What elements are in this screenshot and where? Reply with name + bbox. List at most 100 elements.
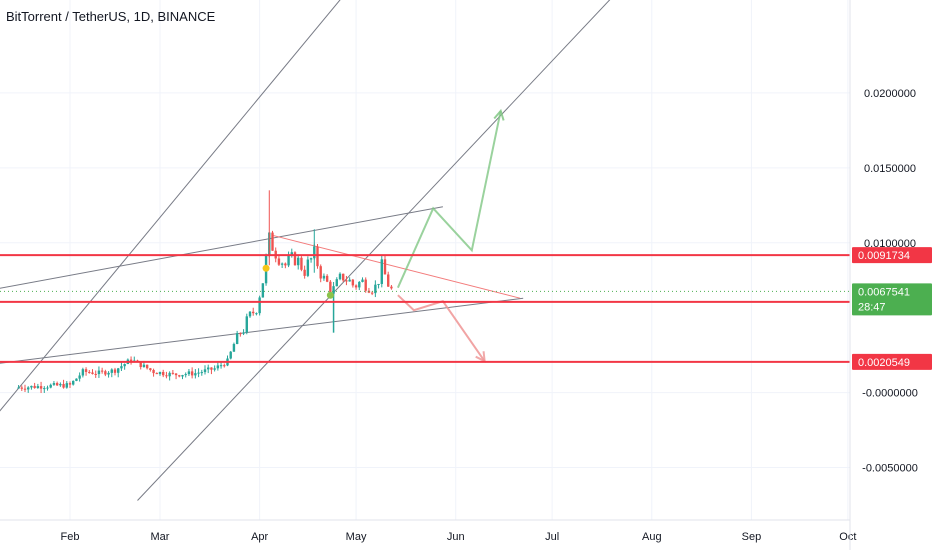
candle-body <box>213 368 216 370</box>
candle-body <box>255 313 258 315</box>
bullish-path-line <box>396 110 502 289</box>
candle-body <box>248 311 252 317</box>
candle-body <box>284 263 287 266</box>
y-tick-label: 0.0200000 <box>864 88 916 100</box>
candle-body <box>374 284 377 294</box>
candle-body <box>97 370 101 375</box>
candle-body <box>120 366 123 369</box>
candle-body <box>200 372 203 374</box>
candle-body <box>171 372 175 374</box>
candle-body <box>20 387 23 389</box>
candle-body <box>145 364 149 369</box>
candle-body <box>23 388 27 390</box>
candle-body <box>75 378 78 381</box>
drawing-tools <box>0 0 611 501</box>
y-tick-label: 0.0150000 <box>864 163 916 175</box>
candle-body <box>335 279 338 287</box>
candle-body <box>300 257 303 270</box>
candle-body <box>342 273 345 281</box>
x-tick-label: Oct <box>839 531 856 543</box>
candles <box>17 190 393 394</box>
x-tick-label: Feb <box>61 531 80 543</box>
x-tick-label: Jun <box>447 531 465 543</box>
candle-body <box>229 351 232 359</box>
bullish-arrow-head <box>493 108 505 121</box>
candle-body <box>232 344 236 352</box>
candle-body <box>203 369 207 373</box>
candle-body <box>27 387 30 390</box>
level-tag-label: 0.0091734 <box>858 250 910 262</box>
candle-body <box>68 383 72 385</box>
candle-body <box>219 365 223 367</box>
wedge-bottom-line <box>0 297 524 364</box>
candle-body <box>33 385 36 389</box>
candle-body <box>129 359 133 362</box>
candle-body <box>72 380 75 385</box>
candle-body <box>207 367 210 370</box>
candle-body <box>252 311 255 314</box>
candle-body <box>197 372 200 374</box>
last-price-countdown: 28:47 <box>858 301 886 313</box>
candle-body <box>65 383 68 388</box>
candle-body <box>100 370 104 372</box>
candle-body <box>316 246 319 267</box>
signal-marker <box>326 291 334 299</box>
x-tick-label: Aug <box>642 531 662 543</box>
candle-body <box>322 275 326 279</box>
upper-channel-line <box>0 0 341 412</box>
candle-body <box>242 332 245 334</box>
y-tick-label: -0.0050000 <box>862 463 918 475</box>
level-tag <box>852 353 932 370</box>
candle-body <box>329 281 332 294</box>
horizontal-levels: 0.00917340.00605510.00205490.006754128:4… <box>0 247 932 370</box>
candle-body <box>155 373 158 375</box>
candle-body <box>174 373 178 376</box>
candle-body <box>84 369 88 372</box>
candle-body <box>290 252 293 256</box>
candle-body <box>43 388 46 390</box>
x-tick-label: Sep <box>742 531 762 543</box>
candle-body <box>380 259 383 284</box>
candle-body <box>351 279 355 286</box>
candle-body <box>94 373 97 375</box>
level-tag-label: 0.0020549 <box>858 357 910 369</box>
candle-body <box>390 286 393 289</box>
candle-body <box>306 259 310 276</box>
candle-body <box>39 386 43 389</box>
x-tick-label: Mar <box>151 531 170 543</box>
candle-body <box>223 365 226 367</box>
candle-body <box>17 387 20 389</box>
candle-body <box>387 274 390 287</box>
candle-body <box>52 383 56 385</box>
x-tick-label: Apr <box>251 531 268 543</box>
candle-body <box>81 369 85 376</box>
candle-body <box>59 383 62 386</box>
candle-body <box>354 285 358 288</box>
candle-body <box>149 368 152 370</box>
candle-body <box>107 372 110 375</box>
candle-body <box>88 371 91 373</box>
candle-body <box>293 252 297 266</box>
candle-body <box>239 333 242 335</box>
candle-body <box>36 386 40 389</box>
x-tick-label: May <box>346 531 367 543</box>
candle-body <box>30 385 33 388</box>
candle-body <box>178 375 181 377</box>
candle-body <box>78 375 81 379</box>
candle-body <box>168 372 171 377</box>
candle-body <box>62 383 65 388</box>
candle-body <box>139 361 142 368</box>
candle-body <box>345 280 348 282</box>
candle-body <box>280 263 284 265</box>
lower-channel-line <box>137 0 611 501</box>
candle-body <box>113 369 117 373</box>
last-price-tag <box>852 283 932 316</box>
candle-body <box>235 333 239 345</box>
candle-body <box>361 279 364 282</box>
candle-body <box>348 279 351 282</box>
candle-body <box>216 365 220 369</box>
candle-body <box>383 259 387 275</box>
